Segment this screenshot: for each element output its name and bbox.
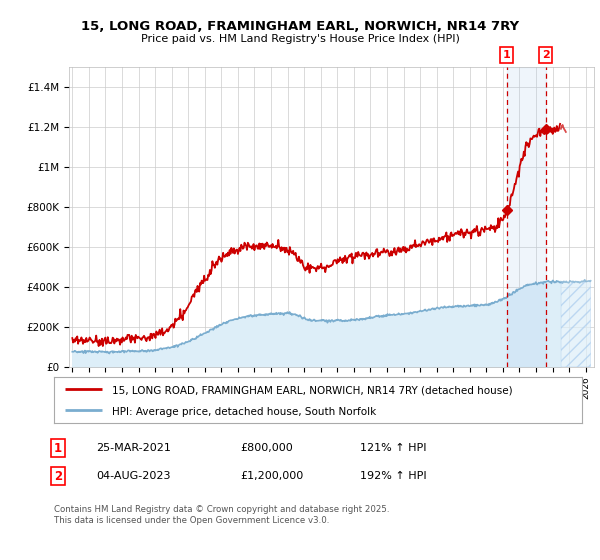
Text: 1: 1 (503, 50, 511, 60)
Text: Price paid vs. HM Land Registry's House Price Index (HPI): Price paid vs. HM Land Registry's House … (140, 34, 460, 44)
Text: HPI: Average price, detached house, South Norfolk: HPI: Average price, detached house, Sout… (112, 407, 376, 417)
Text: 2: 2 (54, 469, 62, 483)
Text: £1,200,000: £1,200,000 (240, 471, 303, 481)
Text: 25-MAR-2021: 25-MAR-2021 (96, 443, 171, 453)
Text: £800,000: £800,000 (240, 443, 293, 453)
Text: 15, LONG ROAD, FRAMINGHAM EARL, NORWICH, NR14 7RY: 15, LONG ROAD, FRAMINGHAM EARL, NORWICH,… (81, 20, 519, 32)
Text: 2: 2 (542, 50, 550, 60)
Text: Contains HM Land Registry data © Crown copyright and database right 2025.
This d: Contains HM Land Registry data © Crown c… (54, 505, 389, 525)
Text: 15, LONG ROAD, FRAMINGHAM EARL, NORWICH, NR14 7RY (detached house): 15, LONG ROAD, FRAMINGHAM EARL, NORWICH,… (112, 386, 513, 396)
Text: 1: 1 (54, 441, 62, 455)
Bar (507, 67, 546, 367)
Text: 192% ↑ HPI: 192% ↑ HPI (360, 471, 427, 481)
Text: 121% ↑ HPI: 121% ↑ HPI (360, 443, 427, 453)
Text: 04-AUG-2023: 04-AUG-2023 (96, 471, 170, 481)
